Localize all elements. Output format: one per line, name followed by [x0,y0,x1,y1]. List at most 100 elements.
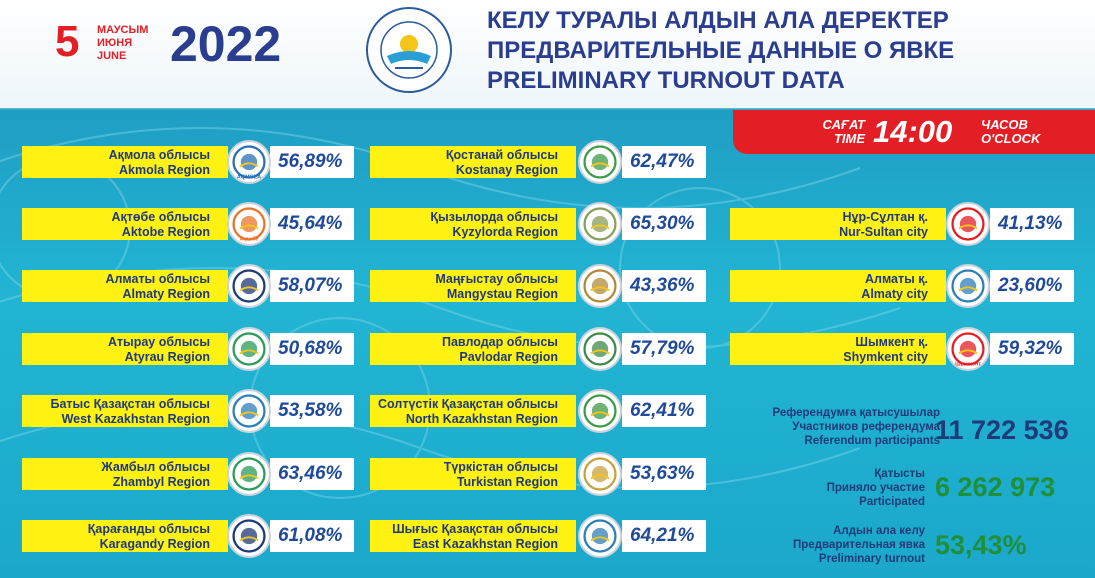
region-name-kz: Қостанай облысы [445,148,558,162]
participants-label-kz: Референдумға қатысушылар [772,407,940,419]
participated-label: Қатысты Приняло участие Participated [725,467,925,509]
nur-sultan-emblem-icon [946,202,990,246]
region-turnout: 63,46% [270,458,354,490]
turnout-value: 53,43% [935,530,1027,560]
emblem-logo-text: AQMOLA [237,174,261,180]
region-names: Қостанай облысы Kostanay Region [370,148,558,178]
shymkent-logo-icon: Шымкент [946,327,990,371]
region-name-kz: Нұр-Сұлтан қ. [842,210,928,224]
region-bar [370,458,576,490]
region-bar [730,270,946,302]
time-clock: 14:00 [873,114,953,149]
region-bar [22,146,228,178]
kyzylorda-emblem-icon [578,202,622,246]
region-turnout: 62,47% [622,146,706,178]
region-names: Батыс Қазақстан облысы West Kazakhstan Re… [22,397,211,427]
region-turnout: 41,13% [990,208,1074,240]
pavlodar-emblem-icon [578,327,622,371]
region-row: Түркістан облысы Turkistan Region 53,63% [370,452,706,496]
region-name-en: Akmola Region [119,163,210,177]
region-names: Атырау облысы Atyrau Region [22,335,210,365]
time-label-right: ЧАСОВ O'CLOCK [981,118,1040,146]
aktobe-logo-icon: Ақтөбе [227,202,271,246]
region-name-en: Atyrau Region [124,350,210,364]
region-names: Павлодар облысы Pavlodar Region [370,335,558,365]
region-row: Алматы облысы Almaty Region 58,07% [22,264,354,308]
region-turnout: 43,36% [622,270,706,302]
region-name-en: North Kazakhstan Region [405,412,558,426]
region-name-en: Karagandy Region [99,537,210,551]
region-name-kz: Ақмола облысы [108,148,210,162]
region-turnout: 53,63% [622,458,706,490]
region-name-en: Nur-Sultan city [839,225,928,239]
region-names: Қызылорда облысы Kyzylorda Region [370,210,558,240]
region-turnout: 62,41% [622,395,706,427]
time-label-en2: O'CLOCK [981,131,1041,146]
region-name-en: Shymkent city [843,350,928,364]
time-label-kz: САҒАТ [822,117,865,132]
region-name-en: Kostanay Region [455,163,558,177]
region-turnout: 23,60% [990,270,1074,302]
region-row: Маңғыстау облысы Mangystau Region 43,36% [370,264,706,308]
region-name-en: Aktobe Region [121,225,210,239]
region-names: Алматы облысы Almaty Region [22,272,210,302]
date-day: 5 [55,17,80,66]
region-bar [370,520,576,552]
region-turnout: 59,32% [990,333,1074,365]
region-bar [22,458,228,490]
region-turnout: 50,68% [270,333,354,365]
turkistan-emblem-icon [578,452,622,496]
region-name-en: Pavlodar Region [459,350,558,364]
region-names: Шығыс Қазақстан облысы East Kazakhstan Re… [370,522,558,552]
zhambyl-emblem-icon [227,452,271,496]
region-row: Ақтөбе облысы Aktobe Region 45,64% Ақтөбе [22,202,354,246]
time-label-ru: ЧАСОВ [981,117,1028,132]
region-bar [22,208,228,240]
region-names: Түркістан облысы Turkistan Region [370,460,558,490]
region-row: Солтүстік Қазақстан облысы North Kazakhst… [370,389,706,433]
region-names: Солтүстік Қазақстан облысы North Kazakhst… [370,397,558,427]
region-turnout: 58,07% [270,270,354,302]
region-name-en: Almaty Region [122,287,210,301]
aqmola-logo-icon: AQMOLA [227,140,271,184]
region-turnout: 56,89% [270,146,354,178]
region-name-kz: Алматы облысы [105,272,210,286]
title-ru: ПРЕДВАРИТЕЛЬНЫЕ ДАННЫЕ О ЯВКЕ [487,37,955,64]
region-bar [22,520,228,552]
month-en: JUNE [97,50,127,62]
region-turnout: 61,08% [270,520,354,552]
region-turnout: 64,21% [622,520,706,552]
header [0,0,1095,108]
page-title: КЕЛУ ТУРАЛЫ АЛДЫН АЛА ДЕРЕКТЕР ПРЕДВАРИТ… [487,6,954,96]
region-turnout: 57,79% [622,333,706,365]
atyrau-emblem-icon [227,327,271,371]
region-name-en: East Kazakhstan Region [412,537,558,551]
turnout-label: Алдын ала келу Предварительная явка Prel… [725,524,925,566]
participants-label-en: Referendum participants [804,435,940,447]
region-name-kz: Маңғыстау облысы [435,272,558,286]
region-row: Қостанай облысы Kostanay Region 62,47% [370,140,706,184]
region-names: Ақтөбе облысы Aktobe Region [22,210,210,240]
region-bar [22,270,228,302]
participated-label-kz: Қатысты [874,468,925,480]
region-names: Маңғыстау облысы Mangystau Region [370,272,558,302]
almaty-city-emblem-icon [946,264,990,308]
region-turnout: 45,64% [270,208,354,240]
region-row: Батыс Қазақстан облысы West Kazakhstan Re… [22,389,354,433]
commission-seal [366,7,452,93]
region-name-en: West Kazakhstan Region [61,412,210,426]
region-row: Павлодар облысы Pavlodar Region 57,79% [370,327,706,371]
region-name-kz: Шығыс Қазақстан облысы [392,522,558,536]
region-name-en: Turkistan Region [456,475,558,489]
region-names: Алматы қ. Almaty city [730,272,928,302]
region-row: Қарағанды облысы Karagandy Region 61,08% [22,514,354,558]
region-bar [730,208,946,240]
region-turnout: 53,58% [270,395,354,427]
month-kz: МАУСЫМ [97,24,149,36]
turnout-label-en: Preliminary turnout [818,553,925,565]
region-bar [370,270,576,302]
region-row: Атырау облысы Atyrau Region 50,68% [22,327,354,371]
region-name-en: Kyzylorda Region [452,225,558,239]
participated-label-ru: Приняло участие [826,482,925,494]
